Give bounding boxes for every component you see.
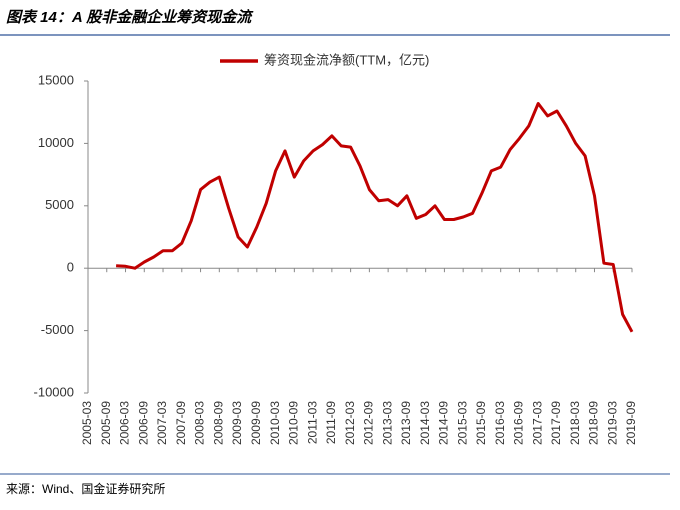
y-tick-label: 15000 xyxy=(38,72,74,87)
x-tick-label: 2011-03 xyxy=(305,401,319,444)
x-tick-label: 2011-09 xyxy=(324,401,338,444)
x-tick-label: 2006-03 xyxy=(118,401,132,445)
figure-title: 图表 14：A 股非金融企业筹资现金流 xyxy=(6,8,254,26)
x-tick-label: 2009-09 xyxy=(249,401,263,445)
x-tick-label: 2006-09 xyxy=(136,401,150,445)
x-tick-label: 2014-09 xyxy=(437,401,451,445)
y-tick-label: -10000 xyxy=(34,384,74,399)
x-tick-label: 2014-03 xyxy=(418,401,432,445)
x-tick-label: 2012-09 xyxy=(362,401,376,445)
x-tick-label: 2016-09 xyxy=(512,401,526,445)
legend-label: 筹资现金流净额(TTM，亿元) xyxy=(264,52,429,67)
x-tick-label: 2018-03 xyxy=(568,401,582,445)
x-tick-label: 2009-03 xyxy=(230,401,244,445)
x-tick-label: 2008-03 xyxy=(193,401,207,445)
series-line xyxy=(116,102,634,333)
x-tick-label: 2010-09 xyxy=(287,401,301,445)
x-tick-label: 2019-09 xyxy=(624,401,638,445)
x-tick-label: 2018-09 xyxy=(587,401,601,445)
x-tick-label: 2007-09 xyxy=(174,401,188,445)
x-tick-label: 2017-03 xyxy=(530,401,544,445)
y-tick-label: -5000 xyxy=(41,322,74,337)
x-tick-label: 2017-09 xyxy=(549,401,563,445)
x-tick-label: 2015-03 xyxy=(455,401,469,445)
x-tick-label: 2010-03 xyxy=(268,401,282,445)
source: 来源：Wind、国金证券研究所 xyxy=(6,481,165,496)
x-tick-label: 2005-03 xyxy=(80,401,94,445)
x-tick-label: 2012-03 xyxy=(343,401,357,445)
y-tick-label: 5000 xyxy=(45,197,74,212)
x-tick-label: 2019-03 xyxy=(605,401,619,445)
y-tick-label: 0 xyxy=(67,260,74,275)
x-tick-label: 2008-09 xyxy=(211,401,225,445)
x-tick-label: 2005-09 xyxy=(99,401,113,445)
x-tick-label: 2007-03 xyxy=(155,401,169,445)
x-tick-label: 2015-09 xyxy=(474,401,488,445)
y-tick-label: 10000 xyxy=(38,135,74,150)
x-tick-label: 2013-09 xyxy=(399,401,413,445)
x-tick-label: 2013-03 xyxy=(380,401,394,445)
x-tick-label: 2016-03 xyxy=(493,401,507,445)
